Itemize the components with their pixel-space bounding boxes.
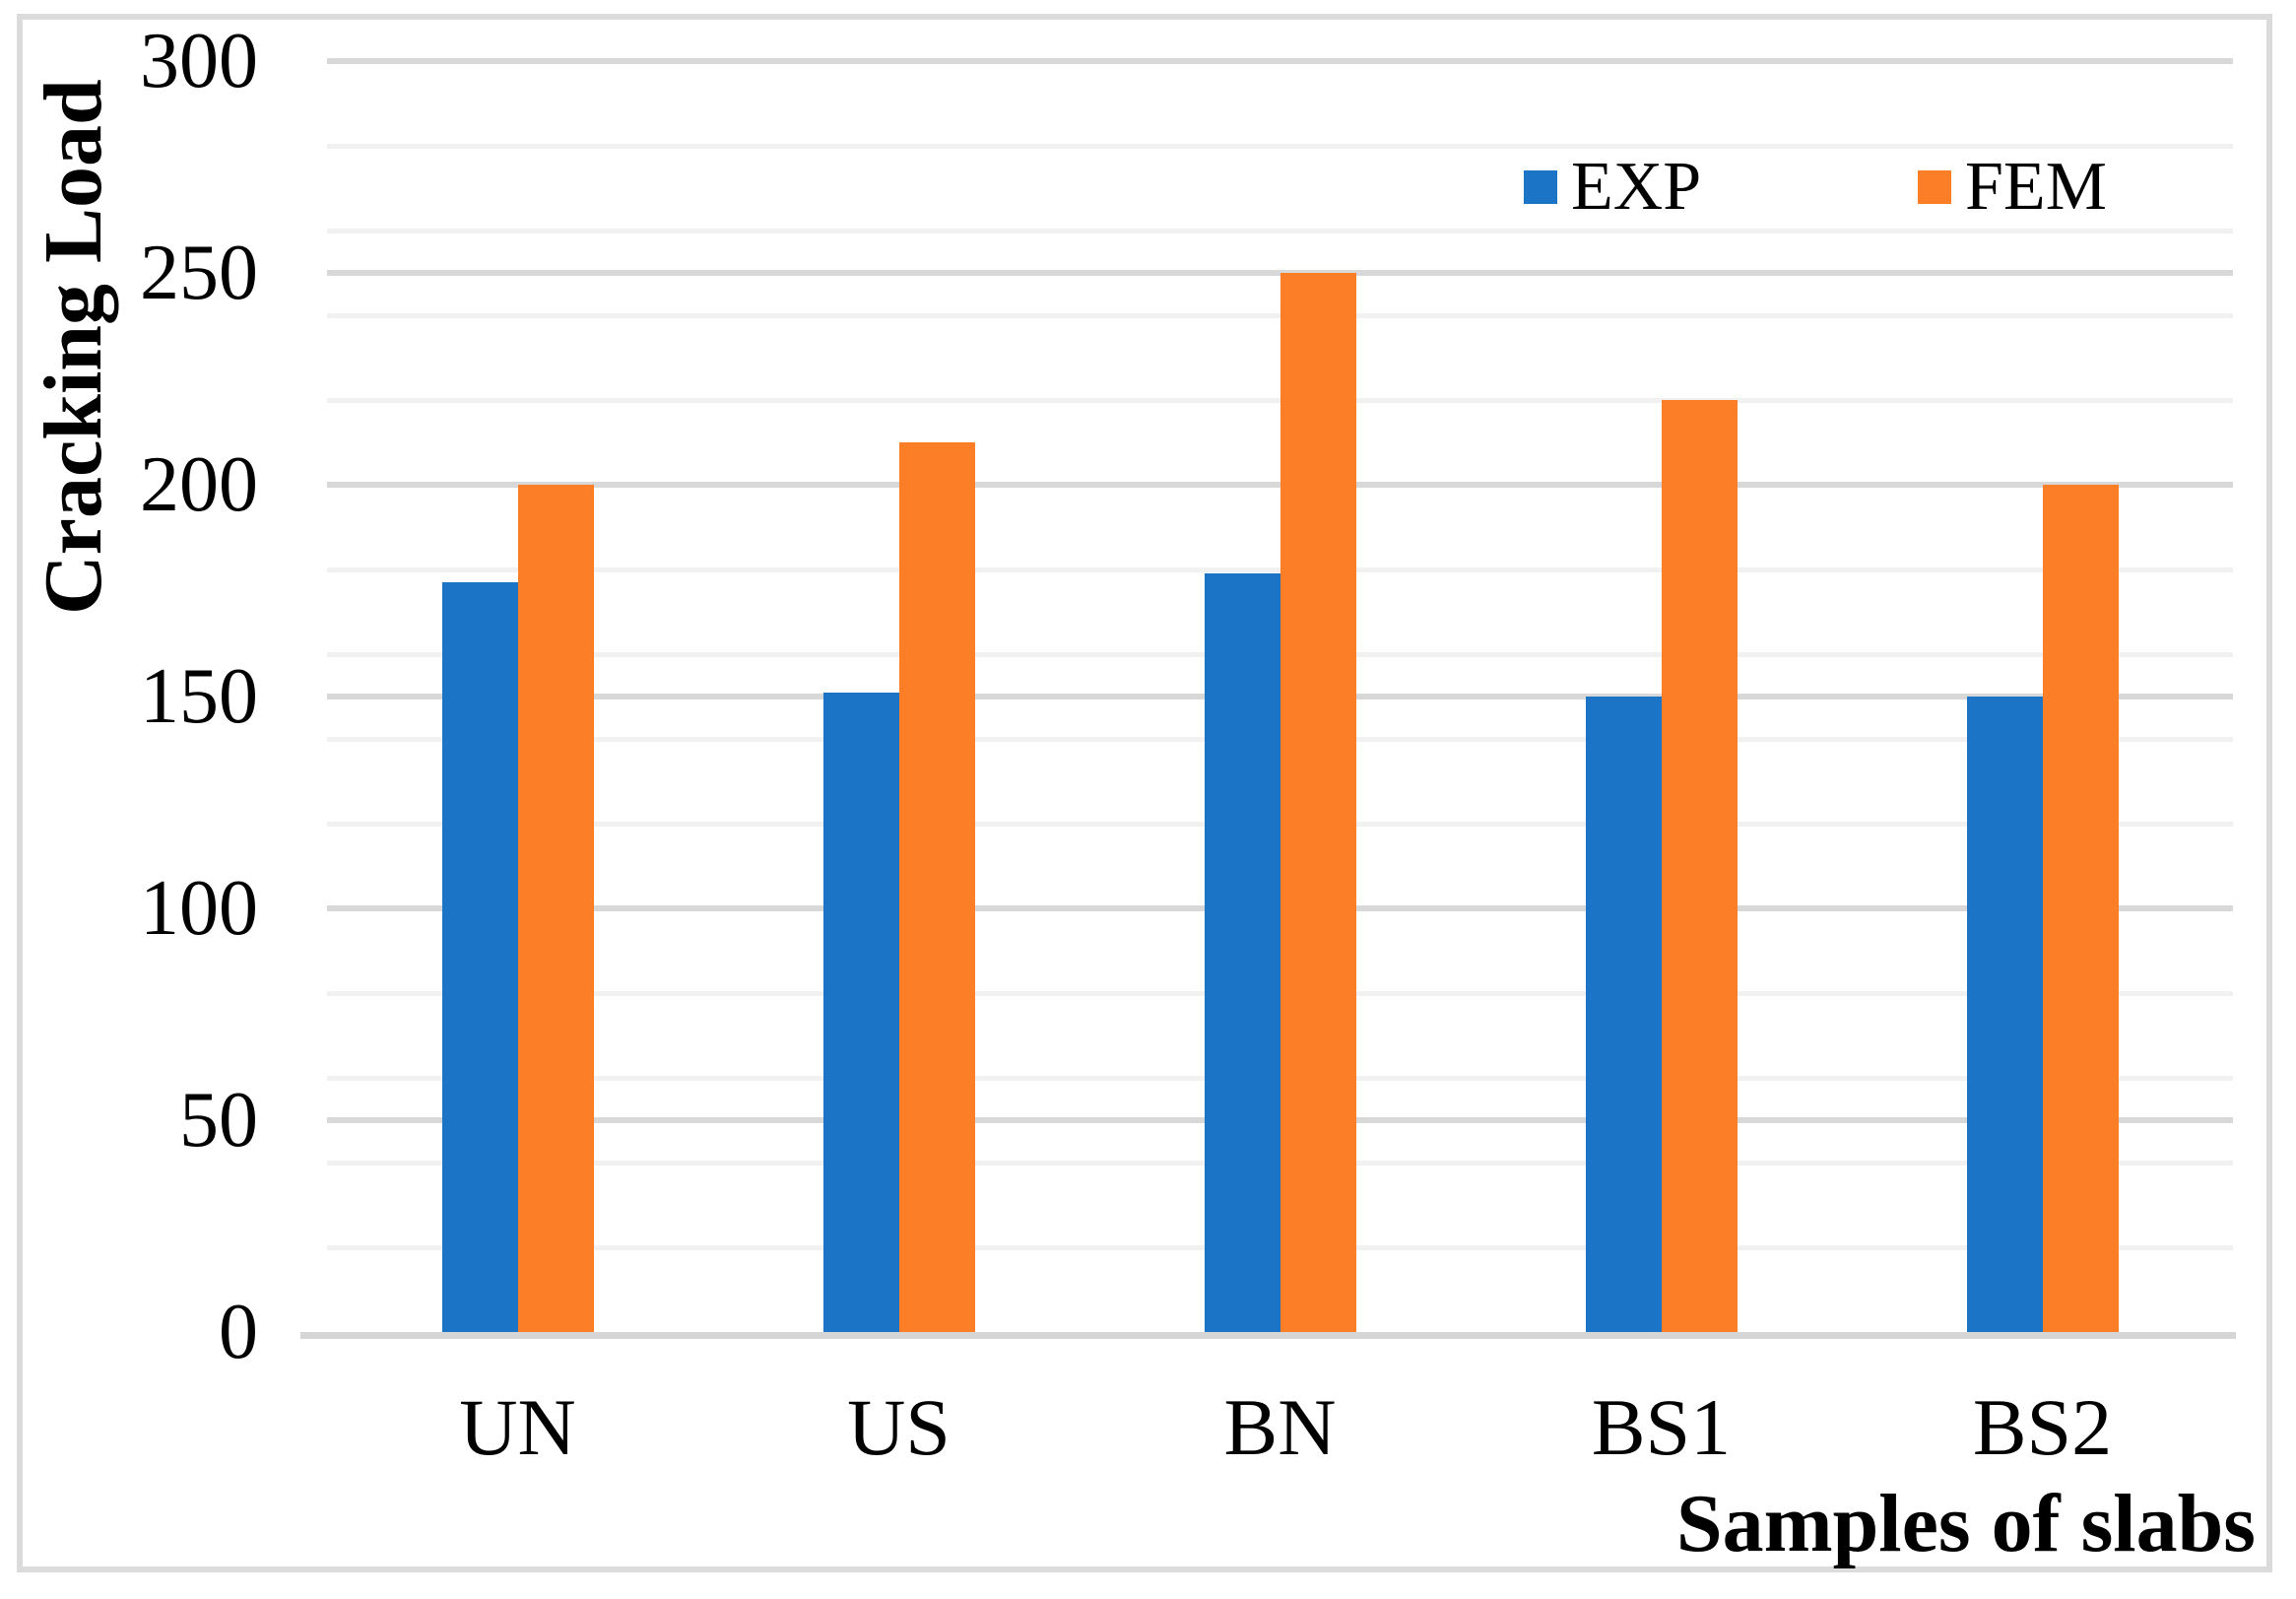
- legend-swatch-fem-icon: [1918, 170, 1951, 204]
- plot-area: [327, 58, 2233, 1332]
- bar-fem-bs2: [2042, 485, 2119, 1332]
- category-label-bn: BN: [1223, 1382, 1337, 1472]
- y-tick-label-0: 0: [219, 1289, 258, 1375]
- chart-border: [17, 14, 2272, 1572]
- bar-exp-us: [822, 692, 899, 1332]
- bar-fem-us: [898, 442, 975, 1332]
- bar-exp-un: [441, 581, 518, 1332]
- minor-gridline: [327, 144, 2233, 149]
- legend-label-fem: FEM: [1965, 149, 2107, 225]
- minor-gridline: [327, 229, 2233, 233]
- category-label-bs2: BS2: [1972, 1382, 2113, 1472]
- x-axis-baseline: [300, 1332, 2236, 1339]
- bar-fem-bs1: [1661, 400, 1738, 1332]
- y-tick-label-150: 150: [140, 653, 258, 740]
- major-gridline: [327, 58, 2233, 64]
- bar-fem-un: [517, 485, 594, 1332]
- bar-exp-bs1: [1585, 697, 1662, 1332]
- legend-swatch-exp-icon: [1524, 170, 1557, 204]
- y-axis-title: Cracking Load: [28, 79, 119, 616]
- category-label-un: UN: [459, 1382, 576, 1472]
- y-tick-label-300: 300: [140, 18, 258, 104]
- y-tick-label-200: 200: [140, 441, 258, 528]
- y-tick-label-250: 250: [140, 230, 258, 316]
- category-label-bs1: BS1: [1591, 1382, 1732, 1472]
- bar-fem-bn: [1279, 273, 1356, 1332]
- legend-item-exp: EXP: [1524, 149, 1702, 225]
- legend-item-fem: FEM: [1918, 149, 2107, 225]
- x-axis-title: Samples of slabs: [1675, 1478, 2256, 1569]
- y-tick-label-100: 100: [140, 865, 258, 952]
- legend-label-exp: EXP: [1571, 149, 1702, 225]
- bar-exp-bn: [1204, 573, 1280, 1332]
- category-label-us: US: [847, 1382, 951, 1472]
- y-tick-label-50: 50: [179, 1077, 258, 1164]
- bar-exp-bs2: [1966, 697, 2043, 1332]
